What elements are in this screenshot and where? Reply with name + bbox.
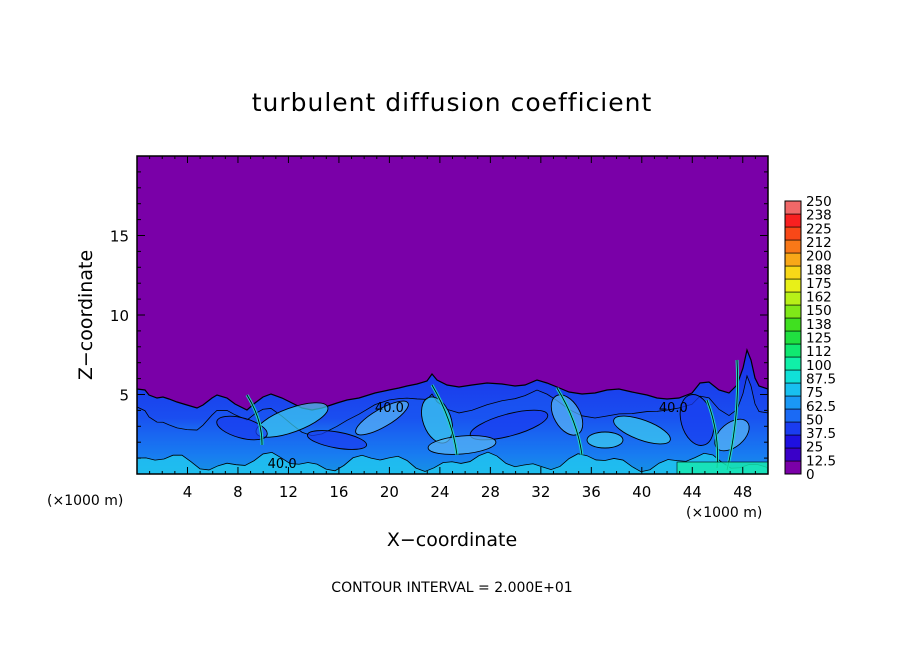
colorbar-label: 50 bbox=[806, 412, 823, 428]
colorbar-swatch bbox=[784, 252, 802, 267]
colorbar-swatch bbox=[784, 395, 802, 410]
colorbar-label: 75 bbox=[806, 385, 823, 401]
y-axis-label: Z−coordinate bbox=[75, 250, 97, 380]
colorbar-swatch bbox=[784, 460, 802, 475]
colorbar-label: 138 bbox=[806, 317, 832, 333]
colorbar-swatch bbox=[784, 330, 802, 345]
plume-contour bbox=[556, 387, 583, 456]
colorbar-label: 250 bbox=[806, 194, 832, 210]
plume-contour bbox=[726, 359, 738, 471]
x-tick-label: 44 bbox=[683, 483, 702, 501]
x-tick-label: 20 bbox=[380, 483, 399, 501]
colorbar-label: 112 bbox=[806, 344, 832, 360]
plume-contour bbox=[246, 394, 263, 446]
y-tick-label: 5 bbox=[119, 387, 129, 405]
colorbar-swatch bbox=[784, 200, 802, 215]
colorbar-swatch bbox=[784, 317, 802, 332]
x-axis-ticks: 4 8 12 16 20 24 28 32 36 40 44 48 bbox=[149, 156, 756, 501]
x-unit-left: (×1000 m) bbox=[47, 493, 123, 509]
eddy-contour bbox=[216, 415, 268, 441]
colorbar-label: 225 bbox=[806, 221, 832, 237]
colorbar-label: 37.5 bbox=[806, 426, 836, 442]
chart-title: turbulent diffusion coefficient bbox=[252, 88, 653, 117]
x-tick-label: 28 bbox=[481, 483, 500, 501]
x-tick-label: 36 bbox=[582, 483, 601, 501]
plume-contour bbox=[431, 384, 458, 456]
y-tick-label: 10 bbox=[110, 307, 129, 325]
colorbar-label: 12.5 bbox=[806, 453, 836, 469]
colorbar-swatch bbox=[784, 278, 802, 293]
colorbar-swatch bbox=[784, 239, 802, 254]
colorbar-label: 87.5 bbox=[806, 371, 836, 387]
plume-contour bbox=[706, 399, 718, 469]
colorbar-swatch bbox=[784, 343, 802, 358]
turbulent-layer bbox=[137, 347, 768, 474]
colorbar-swatch bbox=[784, 408, 802, 423]
y-axis-ticks: 5 10 15 bbox=[110, 171, 768, 459]
x-tick-label: 16 bbox=[329, 483, 348, 501]
colorbar-label: 188 bbox=[806, 262, 832, 278]
x-tick-label: 8 bbox=[233, 483, 243, 501]
contour-label: 40.0 bbox=[268, 457, 297, 472]
colorbar-swatch bbox=[784, 356, 802, 371]
colorbar-label: 162 bbox=[806, 290, 832, 306]
colorbar-label: 125 bbox=[806, 331, 832, 347]
contour-label: 40.0 bbox=[659, 401, 688, 416]
x-tick-label: 40 bbox=[632, 483, 651, 501]
eddy-contour bbox=[427, 435, 497, 455]
x-tick-label: 32 bbox=[531, 483, 550, 501]
colorbar-label: 238 bbox=[806, 208, 832, 224]
eddy-contour bbox=[613, 415, 671, 445]
colorbar-frame bbox=[784, 200, 802, 475]
surface-contour bbox=[137, 451, 768, 474]
colorbar-swatch bbox=[784, 421, 802, 436]
x-tick-label: 4 bbox=[183, 483, 193, 501]
colorbar-swatch bbox=[784, 434, 802, 449]
colorbar-label: 62.5 bbox=[806, 399, 836, 415]
colorbar-label: 200 bbox=[806, 249, 832, 265]
eddy-contour bbox=[586, 431, 624, 449]
colorbar-swatch bbox=[784, 369, 802, 384]
high-value-patch bbox=[676, 461, 768, 474]
eddy-contour bbox=[355, 400, 409, 436]
contour-labels: 40.0 40.0 40.0 bbox=[268, 401, 688, 472]
x-unit-right: (×1000 m) bbox=[686, 505, 762, 521]
colorbar-label: 0 bbox=[806, 467, 815, 483]
colorbar-swatch bbox=[784, 447, 802, 462]
colorbar-label: 150 bbox=[806, 303, 832, 319]
x-tick-label: 12 bbox=[279, 483, 298, 501]
colorbar-swatch bbox=[784, 382, 802, 397]
y-tick-label: 15 bbox=[110, 228, 129, 246]
colorbar-label: 25 bbox=[806, 440, 823, 456]
eddy-contour bbox=[306, 430, 368, 450]
colorbar-label: 175 bbox=[806, 276, 832, 292]
colorbar-swatch bbox=[784, 213, 802, 228]
colorbar: 012.52537.55062.57587.510011212513815016… bbox=[784, 194, 836, 483]
colorbar-swatch bbox=[784, 265, 802, 280]
contour-label: 40.0 bbox=[375, 401, 404, 416]
colorbar-label: 100 bbox=[806, 358, 832, 374]
x-axis-label: X−coordinate bbox=[387, 529, 517, 551]
contour-interval-footer: CONTOUR INTERVAL = 2.000E+01 bbox=[331, 580, 572, 596]
x-tick-label: 24 bbox=[430, 483, 449, 501]
colorbar-swatch bbox=[784, 226, 802, 241]
colorbar-swatch bbox=[784, 304, 802, 319]
colorbar-label: 212 bbox=[806, 235, 832, 251]
colorbar-swatch bbox=[784, 291, 802, 306]
x-tick-label: 48 bbox=[733, 483, 752, 501]
